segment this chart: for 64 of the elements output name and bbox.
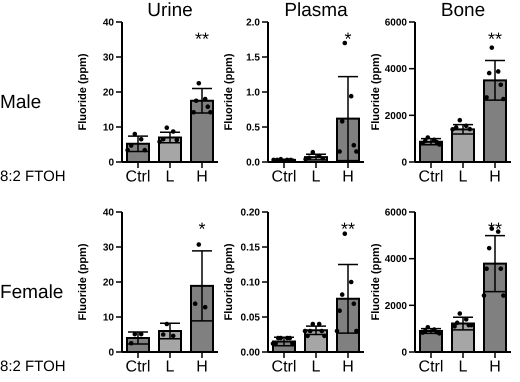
text: Male: [0, 92, 42, 114]
y-axis-title: Fluoride (ppm): [370, 53, 382, 130]
y-tick-label: 10: [102, 122, 114, 134]
y-tick-label: 0: [401, 158, 408, 169]
x-tick-label: H: [489, 358, 501, 376]
y-tick-label: 0.5: [246, 122, 260, 134]
x-tick-label: H: [342, 358, 354, 376]
y-tick-label: 6000: [384, 208, 408, 219]
y-tick-label: 1.0: [246, 88, 260, 99]
y-tick-label: 40: [102, 208, 114, 219]
y-axis-title: Fluoride (ppm): [222, 53, 235, 130]
x-tick-label: H: [489, 168, 501, 186]
y-tick-label: 0.20: [240, 208, 260, 219]
text: 8:2 FTOH: [0, 358, 66, 375]
x-tick-label: Ctrl: [126, 168, 150, 186]
y-axis-title: Fluoride (ppm): [76, 243, 89, 320]
y-tick-label: 1.5: [246, 52, 260, 64]
x-tick-label: H: [196, 358, 208, 376]
y-tick-label: 2.0: [246, 18, 260, 29]
y-tick-label: 20: [102, 278, 114, 289]
annotation: *: [343, 29, 352, 49]
x-tick-label: H: [342, 168, 354, 186]
annotation: **: [340, 219, 356, 239]
y-tick-label: 0.10: [240, 278, 260, 289]
y-tick-label: 0.0: [246, 158, 260, 169]
y-tick-label: 30: [102, 242, 114, 254]
y-tick-label: 2000: [384, 300, 408, 312]
chart-title: Urine: [146, 0, 194, 22]
y-tick-label: 0.05: [240, 312, 260, 324]
x-tick-label: L: [312, 358, 321, 376]
annotation: **: [486, 29, 503, 49]
text: Female: [0, 282, 64, 304]
y-tick-label: 6000: [384, 18, 408, 29]
y-tick-label: 0: [108, 348, 114, 359]
y-axis-title: Fluoride (ppm): [222, 243, 235, 320]
y-axis-title: Fluoride (ppm): [370, 243, 382, 320]
chart-title: Bone: [440, 0, 486, 22]
annotation: *: [197, 219, 206, 239]
x-tick-label: Ctrl: [418, 358, 444, 376]
y-tick-label: 20: [102, 88, 114, 99]
x-tick-label: H: [196, 168, 208, 186]
x-tick-label: L: [458, 168, 468, 186]
y-tick-label: 0.00: [240, 348, 260, 359]
y-tick-label: 30: [102, 52, 114, 64]
x-tick-label: Ctrl: [272, 168, 296, 186]
x-tick-label: Ctrl: [272, 358, 296, 376]
x-tick-label: L: [458, 358, 468, 376]
text: 8:2 FTOH: [0, 168, 66, 185]
x-tick-label: L: [166, 358, 175, 376]
y-tick-label: 4000: [384, 254, 408, 266]
y-tick-label: 4000: [384, 64, 408, 76]
y-tick-label: 0.15: [240, 242, 260, 254]
y-tick-label: 2000: [384, 110, 408, 122]
y-tick-label: 40: [102, 18, 114, 29]
y-axis-title: Fluoride (ppm): [76, 53, 89, 130]
x-tick-label: Ctrl: [126, 358, 150, 376]
x-tick-label: L: [166, 168, 175, 186]
chart-title: Plasma: [283, 0, 349, 22]
y-tick-label: 0: [108, 158, 114, 169]
annotation: **: [194, 29, 210, 49]
y-tick-label: 10: [102, 312, 114, 324]
y-tick-label: 0: [401, 348, 408, 359]
x-tick-label: L: [312, 168, 321, 186]
x-tick-label: Ctrl: [418, 168, 444, 186]
